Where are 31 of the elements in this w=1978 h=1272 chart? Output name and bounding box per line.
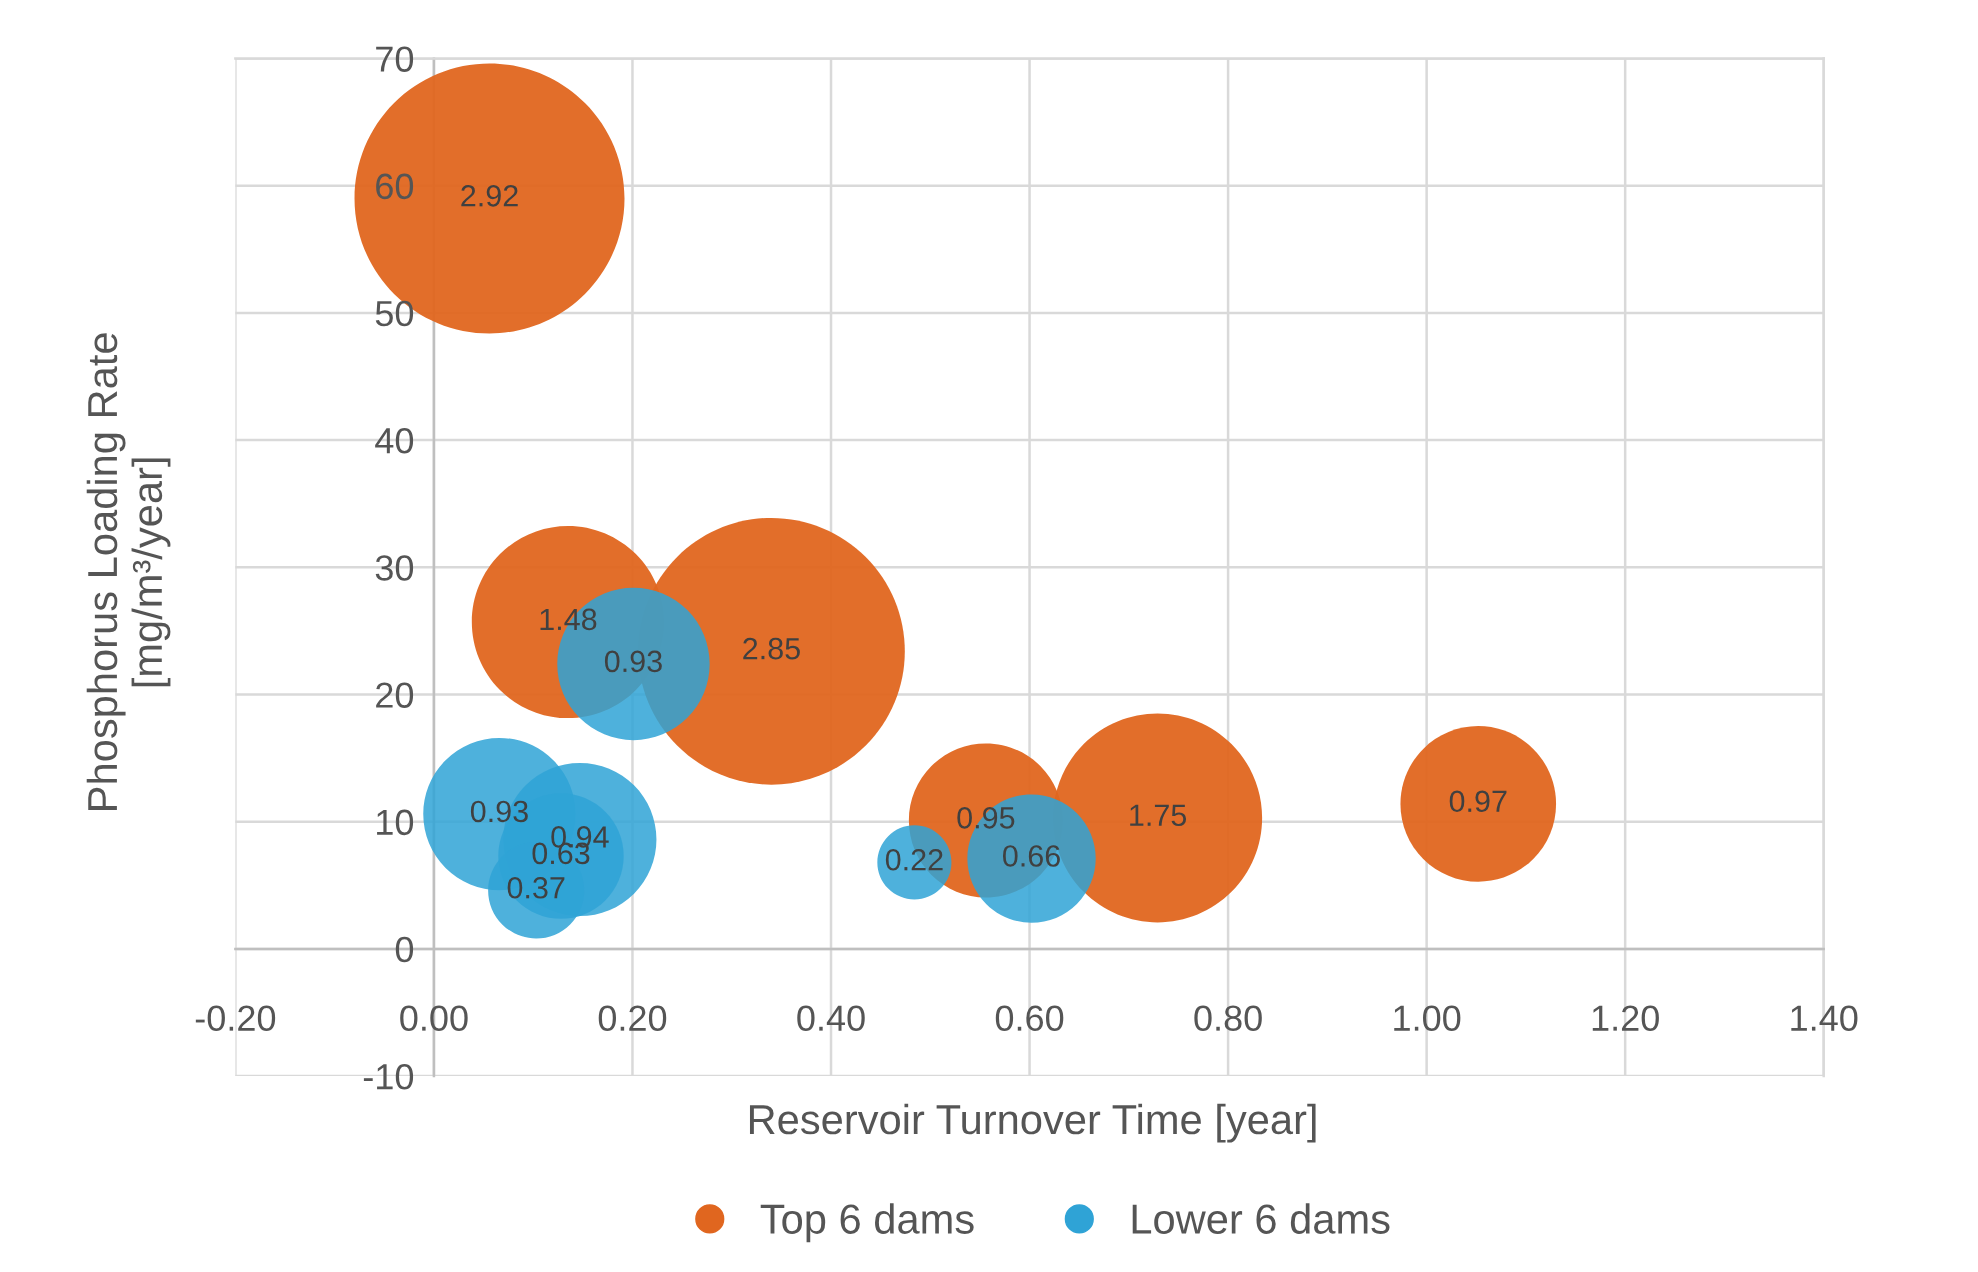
y-tick-label: 0 — [395, 936, 414, 963]
y-tick-label: 70 — [376, 46, 414, 72]
data-label: 2.85 — [743, 637, 800, 660]
y-axis-title: Phosphorus Loading Rate [mg/m³/year] — [86, 333, 171, 810]
x-tick-label: 1.20 — [1592, 1005, 1659, 1031]
x-tick-label: 0.00 — [400, 1005, 468, 1031]
x-tick-label: 0.20 — [598, 1005, 667, 1031]
data-label: 0.66 — [1003, 845, 1060, 867]
data-label: 1.75 — [1130, 804, 1187, 827]
legend-label: Top 6 dams — [760, 1203, 974, 1243]
legend-label: Lower 6 dams — [1132, 1203, 1390, 1234]
x-tick-label: 1.00 — [1394, 1005, 1461, 1031]
y-tick-label: 30 — [375, 555, 414, 581]
x-axis-title: Reservoir Turnover Time [year] — [749, 1103, 1316, 1143]
data-label: 0.97 — [1449, 790, 1507, 813]
y-tick-label: 10 — [377, 809, 414, 836]
x-tick-label: -0.20 — [195, 1005, 276, 1031]
x-tick-label: 0.60 — [995, 1005, 1064, 1031]
data-label: 2.92 — [461, 185, 518, 207]
x-tick-label: 0.80 — [1194, 1005, 1262, 1031]
y-tick-label: 60 — [376, 173, 414, 200]
data-label: 0.93 — [470, 800, 528, 823]
data-label: 0.22 — [885, 848, 943, 871]
y-tick-label: 40 — [375, 427, 414, 454]
y-tick-label: 20 — [376, 682, 414, 708]
y-tick-label: 50 — [375, 300, 414, 327]
y-tick-label: -10 — [363, 1063, 414, 1090]
x-tick-label: 1.40 — [1791, 1005, 1858, 1031]
data-label: 0.93 — [604, 650, 662, 673]
data-label: 0.37 — [507, 876, 565, 899]
x-tick-label: 0.40 — [797, 1005, 865, 1031]
